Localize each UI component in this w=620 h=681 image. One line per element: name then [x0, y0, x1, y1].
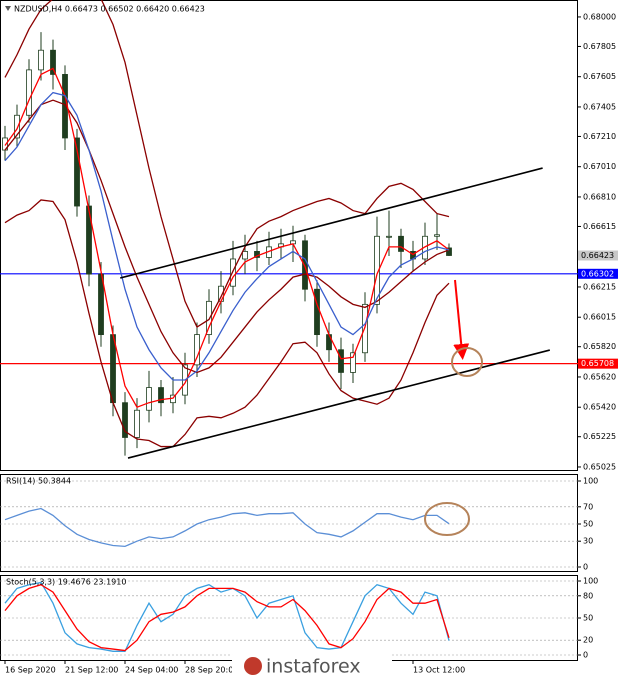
y-tick-label: 0.66615: [583, 222, 616, 231]
x-tick-label: 24 Sep 04:00: [125, 666, 178, 675]
panel-plot: [0, 0, 578, 459]
trend-line: [119, 167, 543, 279]
candle-body: [206, 300, 212, 336]
y-tick-label: 30: [583, 537, 593, 546]
indicator-line: [4, 0, 450, 328]
indicator-line: [4, 199, 450, 448]
y-tick-label: 0.66215: [583, 282, 616, 291]
level-label: 0.65708: [581, 359, 614, 368]
watermark: instaforex: [266, 656, 361, 678]
candle-body: [26, 69, 32, 116]
y-tick-label: 0.67405: [583, 102, 616, 111]
rsi-title: RSI(14) 50.3844: [6, 477, 71, 486]
indicator-line: [4, 581, 450, 652]
y-tick-label: 0.67010: [583, 162, 616, 171]
chart-title: NZDUSD,H4 0.66473 0.66502 0.66420 0.6642…: [14, 5, 205, 14]
candle-body: [38, 49, 44, 71]
y-tick-label: 80: [583, 591, 593, 600]
panel-plot: [0, 480, 578, 568]
y-tick-label: 0: [583, 651, 588, 660]
y-tick-label: 0.65025: [583, 462, 616, 471]
candle-body: [122, 402, 128, 438]
indicator-line: [4, 67, 450, 409]
candle-body: [338, 349, 344, 373]
level-label-box: [578, 358, 618, 369]
x-tick-label: 21 Sep 12:00: [65, 666, 118, 675]
candle-body: [398, 235, 404, 252]
price-panel-frame: [0, 0, 578, 471]
candle-body: [86, 205, 92, 275]
highlight-circle: [451, 347, 483, 377]
y-tick-label: 20: [583, 636, 593, 645]
highlight-circle: [424, 502, 470, 536]
symbol-icon: [5, 6, 11, 11]
y-tick-label: 0: [583, 563, 588, 572]
y-tick-label: 0.65420: [583, 403, 616, 412]
arrow: [453, 279, 470, 360]
y-tick-label: 0.66015: [583, 313, 616, 322]
y-tick-label: 0.66810: [583, 192, 616, 201]
indicator-line: [4, 91, 450, 381]
y-tick-label: 50: [583, 520, 593, 529]
candle-body: [302, 240, 308, 290]
y-tick-label: 100: [583, 477, 598, 486]
indicator-line: [4, 583, 450, 652]
y-tick-label: 50: [583, 614, 593, 623]
price-label: 0.66423: [581, 251, 614, 260]
x-tick-label: 28 Sep 20:00: [185, 666, 238, 675]
candle-body: [434, 234, 440, 237]
watermark-logo: [244, 657, 262, 675]
y-tick-label: 70: [583, 502, 593, 511]
y-tick-label: 0.65225: [583, 432, 616, 441]
candle-body: [14, 114, 20, 139]
candle-body: [134, 409, 140, 438]
candle-body: [446, 247, 452, 256]
y-tick-label: 0.67805: [583, 42, 616, 51]
candle-body: [146, 387, 152, 411]
watermark-box: [232, 652, 392, 680]
candle-body: [314, 288, 320, 336]
rsi-panel-frame: [0, 474, 578, 572]
y-tick-label: 0.65820: [583, 342, 616, 351]
indicator-line: [4, 99, 450, 374]
x-tick-label: 16 Sep 2020: [5, 666, 56, 675]
candle-body: [158, 387, 164, 404]
y-tick-label: 0.65620: [583, 372, 616, 381]
candle-body: [50, 49, 56, 75]
candle-body: [350, 352, 356, 373]
candle-body: [386, 235, 392, 238]
y-tick-label: 0.67210: [583, 132, 616, 141]
candle-body: [74, 137, 80, 207]
stoch-title: Stoch(5,3,3) 19.4676 23.1910: [6, 578, 126, 587]
level-label: 0.66302: [581, 269, 614, 278]
y-tick-label: 100: [583, 577, 598, 586]
candle-body: [374, 235, 380, 305]
level-label-box: [578, 268, 618, 279]
price-label-box: [578, 250, 618, 261]
panel-plot: [0, 580, 578, 656]
y-tick-label: 0.67605: [583, 72, 616, 81]
indicator-line: [4, 507, 450, 548]
candle-body: [242, 251, 248, 260]
x-tick-label: 13 Oct 12:00: [413, 666, 465, 675]
y-tick-label: 0.68000: [583, 12, 616, 21]
